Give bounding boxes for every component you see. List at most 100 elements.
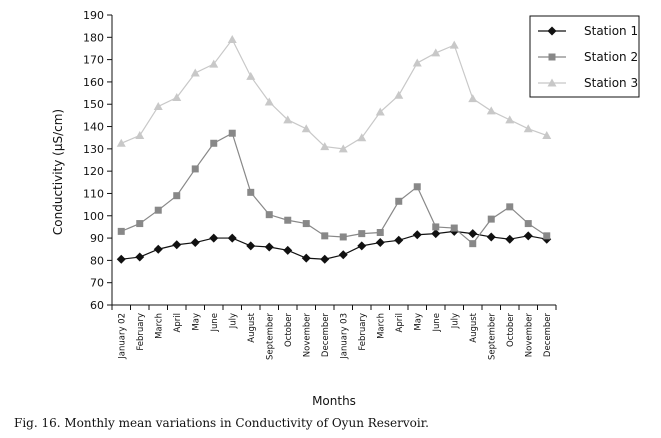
data-point xyxy=(505,234,515,244)
x-tick-label: February xyxy=(136,313,146,351)
x-tick-label: March xyxy=(376,313,386,339)
data-point xyxy=(321,232,329,240)
data-point xyxy=(136,220,144,228)
data-point xyxy=(283,115,293,124)
x-tick-label: May xyxy=(191,313,201,331)
y-tick-label: 100 xyxy=(83,210,104,223)
data-point xyxy=(524,220,532,228)
data-point xyxy=(135,130,145,139)
data-point xyxy=(284,216,292,224)
data-point xyxy=(469,240,477,248)
data-point xyxy=(247,188,255,196)
data-point xyxy=(506,203,514,211)
data-point xyxy=(301,253,311,263)
legend-label: Station 2 xyxy=(584,50,638,64)
y-tick-label: 60 xyxy=(90,299,104,312)
data-point xyxy=(449,40,459,49)
data-point xyxy=(320,254,330,264)
y-tick-label: 170 xyxy=(83,54,104,67)
legend-label: Station 1 xyxy=(584,24,638,38)
data-point xyxy=(172,240,182,250)
data-point xyxy=(523,231,533,241)
x-tick-label: September xyxy=(487,312,497,359)
series-2 xyxy=(117,129,551,248)
y-tick-label: 160 xyxy=(83,76,104,89)
y-tick-label: 150 xyxy=(83,98,104,111)
data-point xyxy=(357,133,367,142)
data-point xyxy=(227,233,237,243)
x-tick-label: June xyxy=(432,313,442,333)
data-point xyxy=(209,59,219,68)
data-point xyxy=(210,139,218,147)
legend-marker xyxy=(547,78,557,87)
data-point xyxy=(542,130,552,139)
data-point xyxy=(228,129,236,137)
data-point xyxy=(543,232,551,240)
data-point xyxy=(358,230,366,238)
x-tick-label: October xyxy=(506,313,516,348)
data-point xyxy=(154,206,162,214)
series-1 xyxy=(116,226,552,264)
y-tick-label: 70 xyxy=(90,277,104,290)
x-tick-label: January 02 xyxy=(117,313,127,360)
data-point xyxy=(487,215,495,223)
data-point xyxy=(227,35,237,44)
data-point xyxy=(190,68,200,77)
x-tick-label: December xyxy=(321,312,331,357)
data-point xyxy=(450,224,458,232)
legend-marker xyxy=(547,26,557,36)
y-tick-label: 130 xyxy=(83,143,104,156)
x-tick-label: April xyxy=(395,313,405,332)
x-tick-label: April xyxy=(173,313,183,332)
data-point xyxy=(191,165,199,173)
data-point xyxy=(153,101,163,110)
data-point xyxy=(432,223,440,231)
data-point xyxy=(375,107,385,116)
series-line xyxy=(121,132,548,245)
y-tick-label: 90 xyxy=(90,232,104,245)
data-point xyxy=(283,245,293,255)
data-point xyxy=(505,115,515,124)
x-tick-label: September xyxy=(265,312,275,359)
data-point xyxy=(486,232,496,242)
series-line xyxy=(121,230,547,260)
data-point xyxy=(431,48,441,57)
data-point xyxy=(431,229,441,239)
data-point xyxy=(394,235,404,245)
data-point xyxy=(338,250,348,260)
data-point xyxy=(412,58,422,67)
data-point xyxy=(172,93,182,102)
y-tick-label: 80 xyxy=(90,254,104,267)
series-line xyxy=(121,38,547,150)
x-tick-label: October xyxy=(284,313,294,348)
data-point xyxy=(338,144,348,153)
data-point xyxy=(468,229,478,239)
legend-marker xyxy=(548,53,556,61)
figure-caption: Fig. 16. Monthly mean variations in Cond… xyxy=(14,416,429,430)
series-3 xyxy=(116,35,552,153)
data-point xyxy=(301,124,311,133)
y-axis-title: Conductivity (µS/cm) xyxy=(51,109,65,235)
data-point xyxy=(116,254,126,264)
y-tick-label: 120 xyxy=(83,165,104,178)
data-point xyxy=(209,233,219,243)
data-point xyxy=(376,229,384,236)
data-point xyxy=(395,197,403,205)
data-point xyxy=(523,124,533,133)
data-point xyxy=(320,142,330,151)
x-tick-label: February xyxy=(358,313,368,351)
data-point xyxy=(190,238,200,248)
series-layer xyxy=(116,35,552,264)
data-point xyxy=(412,230,422,240)
data-point xyxy=(173,192,181,200)
axes: 60 70 80 90 100 110 120 130 140 150 160 170 180 190 Ja… xyxy=(83,9,557,360)
data-point xyxy=(468,94,478,103)
data-point xyxy=(302,220,310,228)
x-tick-label: November xyxy=(524,312,534,357)
data-point xyxy=(246,241,256,251)
data-point xyxy=(264,97,274,106)
legend-label: Station 3 xyxy=(584,76,638,90)
data-point xyxy=(339,233,347,241)
x-tick-label: July xyxy=(450,313,460,329)
